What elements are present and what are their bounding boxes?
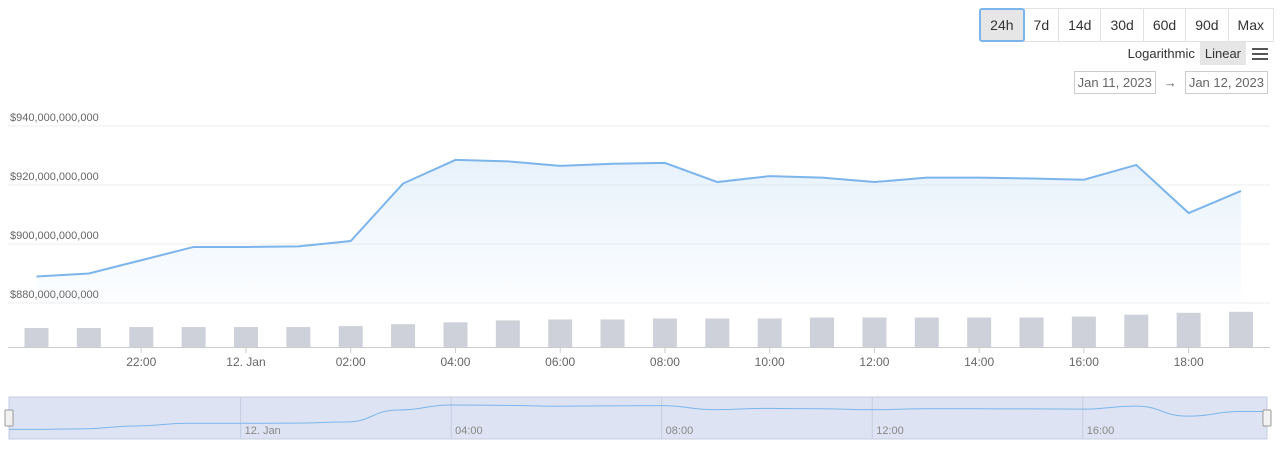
navigator-window[interactable] bbox=[8, 396, 1268, 440]
volume-bar bbox=[810, 317, 835, 347]
volume-bar bbox=[652, 318, 677, 347]
date-to-input[interactable]: Jan 12, 2023 bbox=[1184, 71, 1268, 94]
scale-selector: Logarithmic Linear bbox=[1123, 42, 1268, 65]
volume-bar bbox=[181, 327, 206, 347]
x-tick-label: 12. Jan bbox=[226, 355, 265, 369]
navigator-label: 08:00 bbox=[666, 425, 694, 437]
volume-bar bbox=[862, 317, 887, 347]
y-tick-label: $940,000,000,000 bbox=[10, 112, 99, 124]
x-tick-label: 04:00 bbox=[440, 355, 470, 369]
linear-button[interactable]: Linear bbox=[1199, 42, 1246, 65]
volume-bar bbox=[286, 327, 311, 347]
x-tick-label: 10:00 bbox=[755, 355, 785, 369]
navigator-label: 12. Jan bbox=[245, 425, 281, 437]
range-button-24h[interactable]: 24h bbox=[979, 8, 1025, 42]
x-tick-label: 16:00 bbox=[1069, 355, 1099, 369]
date-range-arrow: → bbox=[1163, 75, 1177, 90]
volume-bar bbox=[338, 326, 363, 347]
volume-bar bbox=[600, 319, 625, 347]
x-tick-label: 12:00 bbox=[859, 355, 889, 369]
volume-bar bbox=[1229, 311, 1253, 347]
volume-bar bbox=[757, 318, 782, 347]
x-tick-label: 08:00 bbox=[650, 355, 680, 369]
volume-bar bbox=[1071, 316, 1096, 347]
range-selector: 24h 7d 14d 30d 60d 90d Max bbox=[979, 8, 1274, 42]
volume-bar bbox=[391, 324, 416, 347]
navigator-series-line bbox=[8, 404, 1267, 430]
y-tick-label: $900,000,000,000 bbox=[10, 230, 99, 242]
navigator-right-handle[interactable] bbox=[1262, 409, 1272, 427]
series-area bbox=[36, 159, 1241, 303]
x-tick-label: 06:00 bbox=[545, 355, 575, 369]
x-tick-label: 18:00 bbox=[1174, 355, 1204, 369]
volume-bar bbox=[443, 322, 468, 347]
hamburger-menu-icon[interactable] bbox=[1252, 47, 1268, 60]
volume-bar bbox=[495, 320, 520, 347]
date-range-picker: Jan 11, 2023 → Jan 12, 2023 bbox=[1073, 71, 1268, 94]
x-tick-label: 14:00 bbox=[964, 355, 994, 369]
volume-bar bbox=[129, 327, 154, 347]
x-tick-label: 02:00 bbox=[336, 355, 366, 369]
range-button-14d[interactable]: 14d bbox=[1058, 8, 1102, 42]
range-button-max[interactable]: Max bbox=[1227, 8, 1274, 42]
volume-bar bbox=[548, 319, 573, 347]
volume-bar bbox=[967, 317, 992, 347]
navigator-label: 04:00 bbox=[455, 425, 483, 437]
volume-bar bbox=[1124, 314, 1149, 347]
y-tick-label: $920,000,000,000 bbox=[10, 171, 99, 183]
navigator-left-handle[interactable] bbox=[4, 409, 14, 427]
navigator-label: 12:00 bbox=[876, 425, 904, 437]
volume-bar bbox=[1019, 317, 1044, 347]
x-tick-label: 22:00 bbox=[126, 355, 156, 369]
volume-bar bbox=[233, 327, 258, 347]
volume-bar bbox=[1176, 312, 1201, 347]
volume-bar bbox=[705, 318, 730, 347]
volume-bar bbox=[914, 317, 939, 347]
date-from-input[interactable]: Jan 11, 2023 bbox=[1073, 71, 1156, 94]
volume-bar bbox=[76, 328, 101, 347]
navigator-label: 16:00 bbox=[1087, 425, 1115, 437]
series-line bbox=[36, 158, 1242, 278]
logarithmic-button[interactable]: Logarithmic bbox=[1127, 46, 1195, 61]
range-button-60d[interactable]: 60d bbox=[1142, 8, 1187, 42]
volume-bar bbox=[24, 328, 49, 347]
